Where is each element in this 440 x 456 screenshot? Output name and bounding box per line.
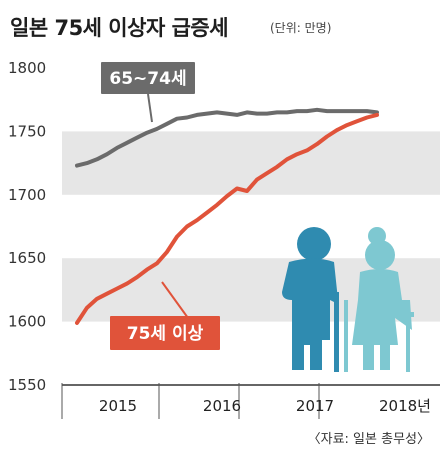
series-line-75-plus: [75, 112, 379, 325]
x-tick-label: 2016: [203, 397, 241, 415]
background-bands: [62, 131, 440, 322]
series-tags: 65~74세 75세 이상: [101, 62, 220, 350]
series-tag-75-plus: 75세 이상: [110, 316, 220, 350]
series-lines: [75, 107, 379, 325]
series-line-65-74: [75, 107, 379, 168]
y-tick-label: 1700: [8, 186, 46, 204]
y-tick-label: 1800: [8, 59, 46, 77]
y-tick-label: 1550: [8, 376, 46, 394]
x-tick-label: 2015: [99, 397, 137, 415]
y-tick-label: 1600: [8, 313, 46, 331]
y-tick-label: 1750: [8, 122, 46, 140]
x-tick-label: 2017: [296, 397, 334, 415]
series-label-75-plus: 75세 이상: [127, 324, 204, 344]
elderly-man-icon: [282, 227, 339, 372]
series-label-65-74: 65~74세: [109, 69, 186, 89]
source-note: 〈자료: 일본 총무성〉: [307, 432, 430, 447]
chart-title: 일본 75세 이상자 급증세: [10, 16, 229, 40]
elderly-illustration: [282, 227, 414, 372]
y-axis-ticks: 1550 1600 1650 1700 1750 1800: [8, 59, 46, 394]
elderly-woman-icon: [344, 227, 414, 372]
x-tick-label: 2018년: [379, 397, 431, 415]
series-tag-65-74: 65~74세: [101, 62, 195, 94]
y-tick-label: 1650: [8, 249, 46, 267]
unit-label: (단위: 만명): [270, 21, 332, 35]
x-axis: 2015 2016 2017 2018년: [61, 383, 440, 419]
